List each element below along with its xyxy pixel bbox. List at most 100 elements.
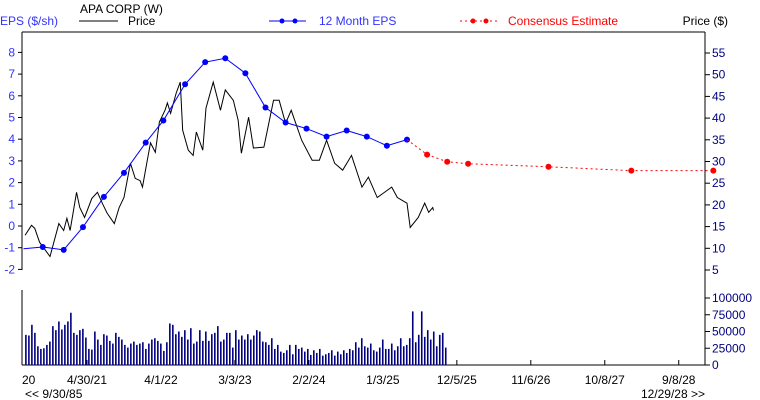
volume-bar <box>79 330 81 365</box>
x-axis-tick-label: 4/1/22 <box>144 373 178 387</box>
eps-point <box>202 59 209 66</box>
volume-bar <box>193 343 195 365</box>
legend-estimate-label: Consensus Estimate <box>508 14 618 28</box>
chart-title: APA CORP (W) <box>80 2 163 16</box>
volume-bar <box>342 350 345 365</box>
volume-bar <box>127 347 129 365</box>
estimate-point <box>465 160 472 167</box>
eps-axis-tick-label: 5 <box>8 111 15 125</box>
price-line <box>24 80 435 258</box>
volume-bar <box>438 334 441 365</box>
volume-bar <box>336 351 339 365</box>
volume-bar <box>235 330 237 365</box>
volume-bar <box>280 351 282 365</box>
volume-axis-tick-label: 25000 <box>712 341 746 355</box>
volume-bar <box>408 338 411 365</box>
volume-bar <box>294 344 297 365</box>
volume-bar <box>288 344 291 365</box>
x-axis-tick-label: 1/3/25 <box>366 373 400 387</box>
volume-bar <box>297 348 300 365</box>
volume-bar <box>178 331 180 365</box>
legend-estimate-swatch <box>460 18 497 24</box>
volume-axis-tick-label: 50000 <box>712 325 746 339</box>
volume-bar <box>25 334 27 365</box>
volume-bar <box>318 348 321 365</box>
volume-bar <box>109 340 111 365</box>
volume-bar <box>214 332 216 365</box>
volume-bar <box>151 339 153 365</box>
eps-point <box>79 224 86 231</box>
volume-bar <box>247 334 249 365</box>
price-axis-tick-label: 35 <box>712 133 726 147</box>
volume-bar <box>154 338 156 365</box>
left-axis-label: EPS ($/sh) <box>0 14 58 28</box>
volume-bar <box>172 324 174 365</box>
volume-bar <box>432 331 435 365</box>
volume-bar <box>199 330 201 365</box>
eps-point <box>282 119 289 126</box>
volume-bar <box>208 340 210 365</box>
volume-bar <box>232 347 234 365</box>
volume-bar <box>435 346 438 365</box>
volume-bar <box>384 348 387 365</box>
eps-axis-tick-label: 4 <box>8 132 15 146</box>
volume-bar <box>420 311 423 365</box>
eps-point <box>142 139 149 146</box>
volume-bar <box>274 348 276 365</box>
volume-bar <box>387 348 390 365</box>
eps-point <box>39 244 46 251</box>
volume-bar <box>291 354 294 365</box>
volume-bar <box>148 343 150 365</box>
volume-bar <box>40 348 42 365</box>
volume-bar <box>285 350 288 365</box>
volume-bar <box>402 346 405 365</box>
volume-bar <box>31 324 33 365</box>
volume-bar <box>175 334 177 365</box>
volume-bar <box>348 348 351 365</box>
volume-bar <box>187 339 189 365</box>
volume-bar <box>124 344 126 365</box>
volume-bar <box>37 346 39 365</box>
volume-bar <box>277 344 279 365</box>
volume-bar <box>354 342 357 365</box>
eps-point <box>100 193 107 200</box>
eps-point <box>343 127 350 134</box>
volume-bar <box>250 339 252 365</box>
volume-bar <box>282 352 285 365</box>
eps-axis-tick-label: -2 <box>4 262 15 276</box>
volume-bar <box>121 339 123 365</box>
volume-bar <box>330 350 333 365</box>
volume-bar <box>262 341 264 365</box>
volume-bar <box>94 331 96 365</box>
volume-bar <box>190 328 192 365</box>
volume-bar <box>315 352 318 365</box>
volume-bar <box>220 341 222 365</box>
volume-bar <box>381 339 384 365</box>
volume-bar <box>321 355 324 365</box>
volume-bar <box>115 332 117 365</box>
volume-bar <box>324 354 327 365</box>
volume-bar <box>238 339 240 365</box>
price-axis-tick-label: 50 <box>712 68 726 82</box>
right-axis-label: Price ($) <box>683 14 728 28</box>
volume-bar <box>339 354 342 365</box>
volume-axis-tick-label: 75000 <box>712 308 746 322</box>
eps-point <box>262 104 269 111</box>
range-end-link[interactable]: 12/29/28 >> <box>641 387 705 400</box>
volume-bar <box>82 328 84 365</box>
volume-bar <box>70 312 72 365</box>
eps-point <box>303 125 310 132</box>
volume-bar <box>136 344 138 365</box>
estimate-line <box>406 139 714 172</box>
range-start-link[interactable]: << 9/30/85 <box>25 387 83 400</box>
estimate-point <box>444 158 451 165</box>
volume-bar <box>196 341 198 365</box>
eps-axis-tick-label: 6 <box>8 89 15 103</box>
volume-bar <box>357 347 360 365</box>
eps-axis-tick-label: -1 <box>4 241 15 255</box>
eps-axis-tick-label: 2 <box>8 176 15 190</box>
eps-axis-tick-label: 0 <box>8 219 15 233</box>
eps-point <box>182 81 189 88</box>
volume-axis-tick-label: 0 <box>712 358 719 372</box>
